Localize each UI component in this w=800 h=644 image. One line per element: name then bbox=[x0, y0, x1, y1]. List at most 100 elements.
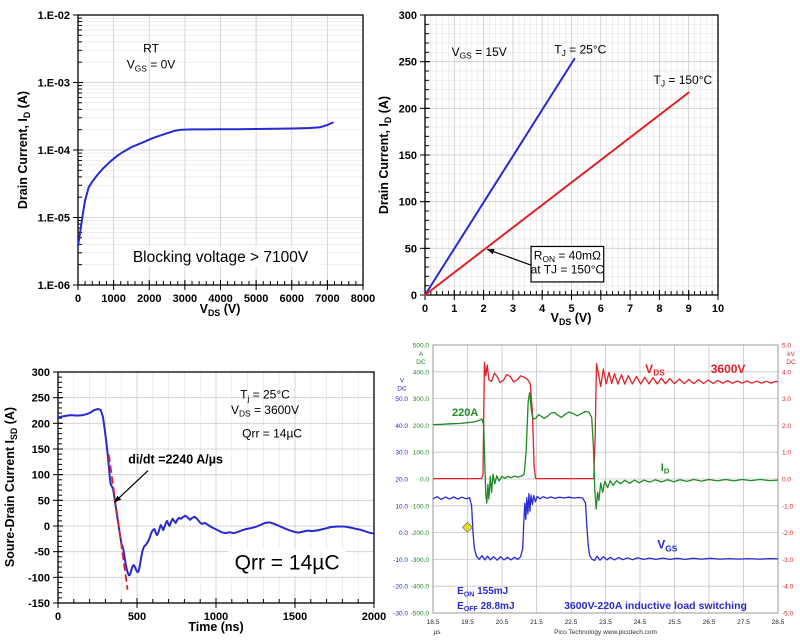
scope-x-tick-label: 28.5 bbox=[772, 619, 785, 626]
scope-label-vds: VDS bbox=[645, 362, 665, 378]
x-tick-label: 8000 bbox=[351, 293, 375, 305]
y-tick-label: 1.E-06 bbox=[38, 280, 70, 292]
scope-axis-green-label: -100.0 bbox=[411, 503, 430, 510]
x-tick-label: 7000 bbox=[315, 293, 339, 305]
x-tick-label: 1500 bbox=[283, 611, 307, 623]
annotation-tj25: TJ = 25°C bbox=[554, 42, 606, 58]
y-axis-title: Drain Current, ID (A) bbox=[16, 91, 32, 209]
ron-box-line2: at TJ = 150°C bbox=[531, 263, 605, 277]
scope-x-unit: µs bbox=[434, 629, 442, 636]
annotation-tj150: TJ = 150°C bbox=[653, 73, 712, 89]
series-leakage-current bbox=[77, 121, 334, 247]
scope-axis-blue-label: -20.0 bbox=[393, 584, 408, 591]
x-tick-label: 1000 bbox=[101, 293, 125, 305]
x-tick-label: 2 bbox=[481, 303, 487, 315]
x-tick-label: 10 bbox=[712, 303, 724, 315]
x-tick-label: 4 bbox=[539, 303, 546, 315]
scope-label-id: ID bbox=[661, 462, 670, 475]
y-tick-label: 100 bbox=[399, 197, 417, 209]
y-tick-label: 1.E-04 bbox=[38, 145, 71, 157]
ron-box-line1: RON = 40mΩ bbox=[534, 249, 601, 265]
trace-vgs bbox=[432, 493, 779, 562]
scope-axis-green-label: 300.0 bbox=[413, 396, 430, 403]
scope-axis-red-label: -4.0 bbox=[782, 584, 794, 591]
annotation-qrr-big-bg bbox=[228, 548, 346, 576]
annotation-qrr-big: Qrr = 14µC bbox=[235, 552, 340, 575]
scope-axis-green-unit: A bbox=[419, 351, 424, 358]
scope-x-tick-label: 20.5 bbox=[496, 619, 509, 626]
y-tick-label: 50 bbox=[405, 243, 417, 255]
x-tick-label: 9 bbox=[686, 303, 692, 315]
annotation-rt: RT bbox=[143, 41, 159, 55]
x-axis-title: VDS (V) bbox=[200, 302, 241, 318]
scope-axis-green-label: 500.0 bbox=[413, 343, 430, 350]
x-tick-label: 0 bbox=[422, 303, 428, 315]
y-tick-label: 1.E-03 bbox=[38, 78, 70, 90]
scope-axis-blue-unit: DC bbox=[397, 386, 407, 393]
scope-axis-blue-label: 40.0 bbox=[395, 423, 408, 430]
series-didt-slope-line bbox=[108, 454, 129, 590]
axis-ticks bbox=[53, 371, 375, 608]
scope-axis-red-label: -1.0 bbox=[782, 503, 794, 510]
y-tick-label: 1.E-02 bbox=[38, 10, 70, 22]
scope-label-vgs: VGS bbox=[657, 538, 678, 554]
scope-axis-green-label: -200.0 bbox=[411, 530, 430, 537]
scope-axis-blue-label: 50.0 bbox=[395, 396, 408, 403]
annotation-qrr: Qrr = 14µC bbox=[242, 427, 302, 441]
ron-arrow-head bbox=[487, 249, 495, 255]
scope-x-tick-label: 18.5 bbox=[427, 619, 440, 626]
scope-label-switching: 3600V-220A inductive load switching bbox=[564, 600, 747, 612]
scope-label-eon: EON 155mJ bbox=[457, 586, 508, 598]
y-tick-label: 200 bbox=[32, 418, 50, 430]
x-tick-label: 3000 bbox=[173, 293, 197, 305]
y-tick-label: -50 bbox=[34, 547, 50, 559]
scope-marker-diamond bbox=[461, 521, 474, 533]
x-tick-label: 1 bbox=[451, 303, 457, 315]
trace-id bbox=[432, 392, 779, 510]
annotation-blocking-voltage: Blocking voltage > 7100V bbox=[133, 249, 309, 266]
x-tick-label: 5 bbox=[568, 303, 574, 315]
x-tick-label: 8 bbox=[656, 303, 662, 315]
scope-axis-green-label: 0.0 bbox=[420, 477, 429, 484]
scope-label-eoff: EOFF 28.8mJ bbox=[457, 601, 514, 613]
axis-ticks bbox=[73, 14, 364, 290]
scope-axis-green-label: 100.0 bbox=[413, 450, 430, 457]
annotation-blocking-voltage-bg bbox=[118, 246, 323, 267]
scope-axis-green-label: -300.0 bbox=[411, 557, 430, 564]
scope-label-3600v: 3600V bbox=[711, 362, 746, 376]
scope-axis-red-unit: kV bbox=[787, 351, 795, 358]
scope-axis-red-label: 2.0 bbox=[782, 423, 791, 430]
y-tick-label: -150 bbox=[28, 598, 50, 610]
scope-x-tick-label: 21.5 bbox=[530, 619, 543, 626]
chart-scope: 500.0 400.0 300.0 200.0 100.0 0.0 -100.0 -200.0… bbox=[393, 343, 796, 637]
trace-vds bbox=[433, 361, 779, 480]
ron-arrow bbox=[486, 248, 532, 266]
scope-axis-red-label: 0.0 bbox=[782, 477, 791, 484]
scope-axis-blue-label: -10.0 bbox=[393, 557, 408, 564]
annotation-tj: Tj = 25°C bbox=[240, 388, 290, 404]
x-axis-title: VDS (V) bbox=[551, 311, 592, 327]
chart-recovery: 0 500 1000 1500 2000300250200150100500-50-10… bbox=[3, 367, 386, 634]
series-tj-150c-line bbox=[424, 91, 690, 296]
y-axis-title: Soure-Drain Current ISD (A) bbox=[3, 407, 19, 567]
x-axis-title: Time (ns) bbox=[188, 620, 243, 634]
x-tick-label: 500 bbox=[128, 611, 146, 623]
y-tick-label: 200 bbox=[399, 103, 417, 115]
x-tick-label: 4000 bbox=[208, 293, 232, 305]
x-tick-label: 0 bbox=[75, 293, 81, 305]
scope-x-tick-label: 27.5 bbox=[737, 619, 750, 626]
annotation-didt: di/dt =2240 A/µs bbox=[128, 452, 223, 466]
x-tick-label: 2000 bbox=[137, 293, 161, 305]
scope-axis-red-label: 4.0 bbox=[782, 369, 791, 376]
scope-axis-green-label: 400.0 bbox=[413, 369, 430, 376]
scope-x-tick-label: 26.5 bbox=[703, 619, 716, 626]
ron-callout-box bbox=[530, 245, 605, 283]
y-tick-label: -100 bbox=[28, 572, 50, 584]
scope-axis-green-unit: DC bbox=[416, 359, 426, 366]
didt-arrow bbox=[113, 470, 149, 503]
scope-axis-red-label: -2.0 bbox=[782, 530, 794, 537]
y-tick-label: 250 bbox=[32, 393, 50, 405]
